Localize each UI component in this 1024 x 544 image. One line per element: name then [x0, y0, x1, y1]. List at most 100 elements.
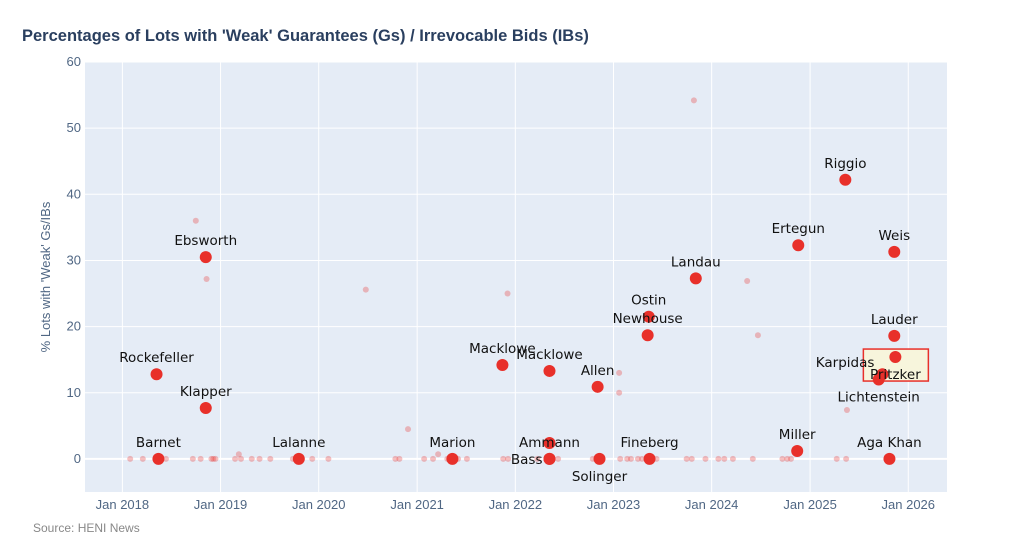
other-sale-marker	[162, 455, 169, 462]
plot-area	[85, 62, 947, 492]
collection-label: Karpidas	[816, 355, 875, 371]
collection-label: Ertegun	[772, 221, 825, 237]
y-tick-label: 20	[67, 319, 81, 334]
other-sale-marker	[189, 455, 196, 462]
collection-label: Weis	[878, 228, 910, 244]
other-sale-marker	[208, 455, 215, 462]
x-tick-label: Jan 2021	[390, 497, 444, 512]
source-note: Source: HENI News	[33, 521, 140, 535]
other-sale-marker	[362, 286, 369, 293]
other-sale-marker	[237, 455, 244, 462]
y-tick-label: 10	[67, 385, 81, 400]
collection-marker	[889, 351, 902, 364]
collection-label: Ammann	[519, 435, 580, 451]
other-sale-marker	[754, 332, 761, 339]
x-tick-label: Jan 2019	[194, 497, 248, 512]
other-sale-marker	[616, 369, 623, 376]
collection-label: Ostin	[631, 293, 666, 309]
collection-marker	[496, 358, 509, 371]
other-sale-marker	[210, 455, 217, 462]
other-sale-marker	[256, 455, 263, 462]
collection-marker	[446, 452, 459, 465]
other-sale-marker	[534, 455, 541, 462]
other-sale-marker	[555, 455, 562, 462]
other-sale-marker	[396, 455, 403, 462]
y-tick-label: 0	[74, 451, 81, 466]
other-sale-marker	[309, 455, 316, 462]
collection-label: Marion	[429, 435, 475, 451]
other-sale-marker	[267, 455, 274, 462]
x-tick-label: Jan 2025	[783, 497, 837, 512]
other-sale-marker	[500, 455, 507, 462]
collection-marker	[872, 373, 885, 386]
collection-label: Lichtenstein	[838, 390, 920, 406]
collection-label: Landau	[671, 254, 721, 270]
other-sale-marker	[197, 455, 204, 462]
collection-label: Allen	[581, 363, 615, 379]
other-sale-marker	[683, 455, 690, 462]
other-sale-marker	[843, 406, 850, 413]
other-sale-marker	[690, 97, 697, 104]
other-sale-marker	[688, 455, 695, 462]
collection-label: Macklowe	[469, 341, 536, 357]
collection-label: Bass	[511, 452, 543, 468]
other-sale-marker	[421, 455, 428, 462]
other-sale-marker	[139, 455, 146, 462]
collection-label: Rockefeller	[119, 350, 194, 366]
other-sale-marker	[505, 455, 512, 462]
other-sale-marker	[721, 455, 728, 462]
collection-marker	[152, 452, 165, 465]
collection-label: Newhouse	[613, 311, 683, 327]
x-tick-label: Jan 2023	[587, 497, 641, 512]
other-sale-marker	[784, 455, 791, 462]
other-sale-marker	[749, 455, 756, 462]
other-sale-marker	[392, 455, 399, 462]
other-sale-marker	[843, 455, 850, 462]
collection-marker	[292, 452, 305, 465]
collection-marker	[888, 245, 901, 258]
collection-label: Ebsworth	[174, 233, 237, 249]
other-sale-marker	[779, 455, 786, 462]
collection-marker	[883, 452, 896, 465]
x-tick-label: Jan 2018	[96, 497, 150, 512]
collection-marker	[642, 310, 655, 323]
collection-marker	[199, 251, 212, 264]
other-sale-marker	[435, 451, 442, 458]
other-sale-marker	[127, 455, 134, 462]
collection-marker	[543, 452, 556, 465]
collection-marker	[543, 364, 556, 377]
collection-marker	[593, 452, 606, 465]
collection-label: Barnet	[136, 435, 181, 451]
collection-marker	[150, 368, 163, 381]
collection-marker	[839, 173, 852, 186]
other-sale-marker	[504, 290, 511, 297]
collection-marker	[689, 272, 702, 285]
x-tick-label: Jan 2024	[685, 497, 739, 512]
other-sale-marker	[430, 455, 437, 462]
y-tick-label: 60	[67, 54, 81, 69]
y-tick-label: 40	[67, 186, 81, 201]
collection-label: Lauder	[871, 312, 918, 328]
other-sale-marker	[232, 455, 239, 462]
other-sale-marker	[744, 277, 751, 284]
other-sale-marker	[617, 455, 624, 462]
other-sale-marker	[715, 455, 722, 462]
x-tick-label: Jan 2022	[489, 497, 543, 512]
x-tick-label: Jan 2020	[292, 497, 346, 512]
other-sale-marker	[212, 455, 219, 462]
other-sale-marker	[325, 455, 332, 462]
collection-label: Aga Khan	[857, 435, 922, 451]
other-sale-marker	[833, 455, 840, 462]
other-sale-marker	[463, 455, 470, 462]
y-axis-label: % Lots with 'Weak' Gs/IBs	[38, 201, 53, 352]
collection-label: Fineberg	[620, 435, 678, 451]
other-sale-marker	[729, 455, 736, 462]
collection-marker	[888, 329, 901, 342]
axis-ticks: 0 10 20 30 40 50 60 Jan 2018 Jan 2019 Jan 2020 Jan…	[67, 54, 935, 512]
other-sale-marker	[702, 455, 709, 462]
other-sale-marker	[639, 455, 646, 462]
collection-label: Miller	[779, 427, 816, 443]
collection-label: Pritzker	[870, 367, 921, 383]
collection-marker	[641, 329, 654, 342]
